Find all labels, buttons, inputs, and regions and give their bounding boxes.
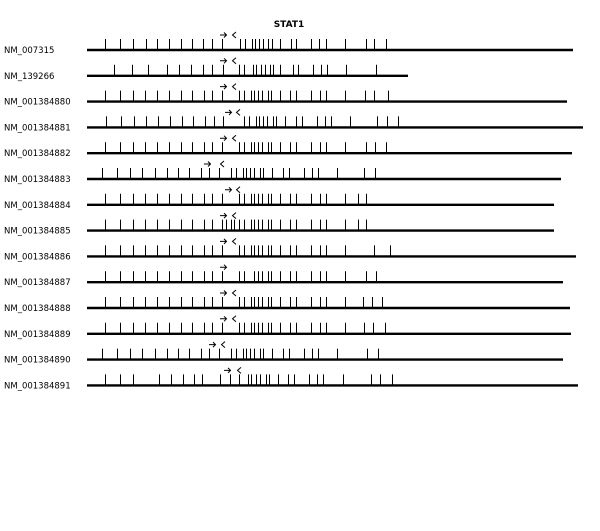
reverse-primer-arrow-icon	[231, 238, 237, 245]
transcript-accession: NM_001384884	[4, 201, 71, 211]
transcript-accession: NM_001384885	[4, 227, 71, 237]
transcript-row: NM_139266	[4, 57, 408, 82]
forward-primer-arrow-icon	[220, 135, 228, 142]
forward-primer-arrow-icon	[220, 264, 228, 271]
reverse-primer-arrow-icon	[231, 289, 237, 297]
transcript-accession: NM_001384881	[4, 123, 71, 133]
forward-primer-arrow-icon	[209, 341, 217, 348]
forward-primer-arrow-icon	[220, 290, 228, 296]
transcript-row: NM_001384884	[4, 186, 554, 211]
forward-primer-arrow-icon	[220, 238, 228, 245]
transcript-row: NM_001384882	[4, 134, 572, 159]
forward-primer-arrow-icon	[224, 367, 232, 374]
transcript-row: NM_001384889	[4, 315, 571, 340]
reverse-primer-arrow-icon	[235, 109, 241, 116]
transcript-row: NM_001384887	[4, 264, 563, 288]
transcript-row: NM_001384881	[4, 109, 583, 133]
reverse-primer-arrow-icon	[231, 315, 237, 323]
transcript-accession: NM_001384882	[4, 149, 71, 159]
transcript-accession: NM_001384883	[4, 175, 71, 185]
transcript-accession: NM_001384891	[4, 381, 71, 391]
forward-primer-arrow-icon	[225, 109, 233, 116]
reverse-primer-arrow-icon	[219, 160, 225, 168]
transcript-row: NM_001384886	[4, 238, 576, 262]
transcript-row: NM_001384890	[4, 341, 563, 366]
forward-primer-arrow-icon	[220, 212, 228, 219]
transcript-accession: NM_001384889	[4, 330, 71, 340]
transcript-rows: NM_007315 NM_139266 NM_001384880 NM_0013848…	[4, 31, 583, 391]
transcript-accession: NM_001384888	[4, 304, 71, 314]
forward-primer-arrow-icon	[225, 186, 233, 193]
transcript-accession: NM_139266	[4, 72, 54, 82]
transcript-row: NM_001384888	[4, 289, 570, 314]
forward-primer-arrow-icon	[220, 83, 228, 90]
reverse-primer-arrow-icon	[236, 367, 242, 374]
transcript-row: NM_001384880	[4, 83, 567, 108]
transcript-accession: NM_001384887	[4, 278, 71, 288]
transcript-row: NM_001384885	[4, 212, 554, 237]
gene-title: STAT1	[274, 20, 305, 30]
forward-primer-arrow-icon	[204, 161, 212, 167]
transcript-accession: NM_001384880	[4, 98, 71, 108]
transcript-row: NM_001384891	[4, 367, 578, 391]
reverse-primer-arrow-icon	[231, 57, 237, 65]
reverse-primer-arrow-icon	[220, 341, 226, 348]
transcript-row: NM_007315	[4, 31, 573, 56]
reverse-primer-arrow-icon	[231, 134, 237, 142]
forward-primer-arrow-icon	[220, 315, 228, 322]
reverse-primer-arrow-icon	[231, 31, 237, 39]
forward-primer-arrow-icon	[220, 32, 228, 38]
forward-primer-arrow-icon	[220, 57, 228, 64]
reverse-primer-arrow-icon	[231, 212, 237, 219]
reverse-primer-arrow-icon	[235, 186, 241, 194]
transcript-accession: NM_001384886	[4, 252, 71, 262]
reverse-primer-arrow-icon	[231, 83, 237, 90]
transcript-row: NM_001384883	[4, 160, 561, 185]
transcript-accession: NM_007315	[4, 46, 54, 56]
transcript-accession: NM_001384890	[4, 356, 71, 366]
